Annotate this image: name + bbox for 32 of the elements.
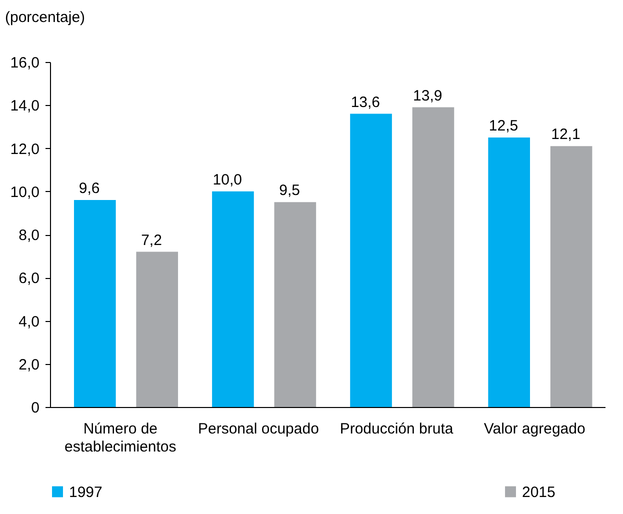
- x-tick-label: Producción bruta: [340, 420, 454, 438]
- bar: [488, 137, 530, 407]
- x-tick-label: Número de establecimientos: [64, 420, 176, 456]
- bar: [136, 252, 178, 407]
- y-tick-label: 14,0: [10, 98, 40, 115]
- bar: [550, 146, 592, 407]
- x-tick-label: Personal ocupado: [198, 420, 319, 438]
- data-label: 12,5: [488, 117, 518, 134]
- bar: [212, 191, 254, 407]
- y-tick-label: 2,0: [18, 356, 40, 374]
- bar: [350, 114, 392, 407]
- y-tick-label: 12,0: [10, 140, 40, 158]
- data-label: 9,6: [78, 180, 100, 197]
- data-label: 10,0: [212, 171, 242, 188]
- data-label: 13,6: [350, 94, 380, 111]
- y-axis-title: (porcentaje): [5, 9, 86, 26]
- data-label: 9,5: [279, 182, 300, 200]
- data-label: 12,1: [551, 126, 580, 144]
- data-label: 7,2: [141, 232, 162, 249]
- data-label: 13,9: [413, 87, 442, 104]
- bar: [274, 202, 316, 407]
- bar: [412, 107, 454, 407]
- y-tick-label: 10,0: [10, 184, 40, 201]
- y-tick-label: 16,0: [10, 54, 40, 72]
- y-tick-label: 0: [31, 400, 40, 416]
- legend-label: 1997: [69, 484, 102, 501]
- y-tick-label: 6,0: [18, 270, 40, 288]
- bar: [74, 200, 116, 407]
- legend-label: 2015: [522, 484, 556, 501]
- y-tick-label: 8,0: [18, 227, 40, 244]
- x-tick-label: Valor agregado: [484, 420, 586, 438]
- y-tick-label: 4,0: [18, 313, 40, 330]
